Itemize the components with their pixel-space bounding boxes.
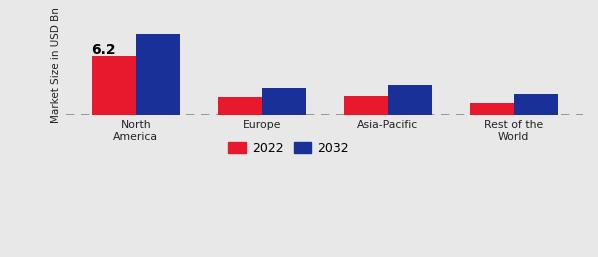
- Bar: [91, 56, 136, 115]
- Bar: [344, 96, 388, 115]
- Text: 6.2: 6.2: [91, 43, 115, 57]
- Legend: 2022, 2032: 2022, 2032: [223, 137, 354, 160]
- Bar: [388, 85, 432, 115]
- Bar: [469, 103, 514, 115]
- Bar: [218, 97, 262, 115]
- Y-axis label: Market Size in USD Bn: Market Size in USD Bn: [51, 7, 61, 123]
- Bar: [514, 94, 558, 115]
- Bar: [262, 88, 306, 115]
- Bar: [136, 34, 180, 115]
